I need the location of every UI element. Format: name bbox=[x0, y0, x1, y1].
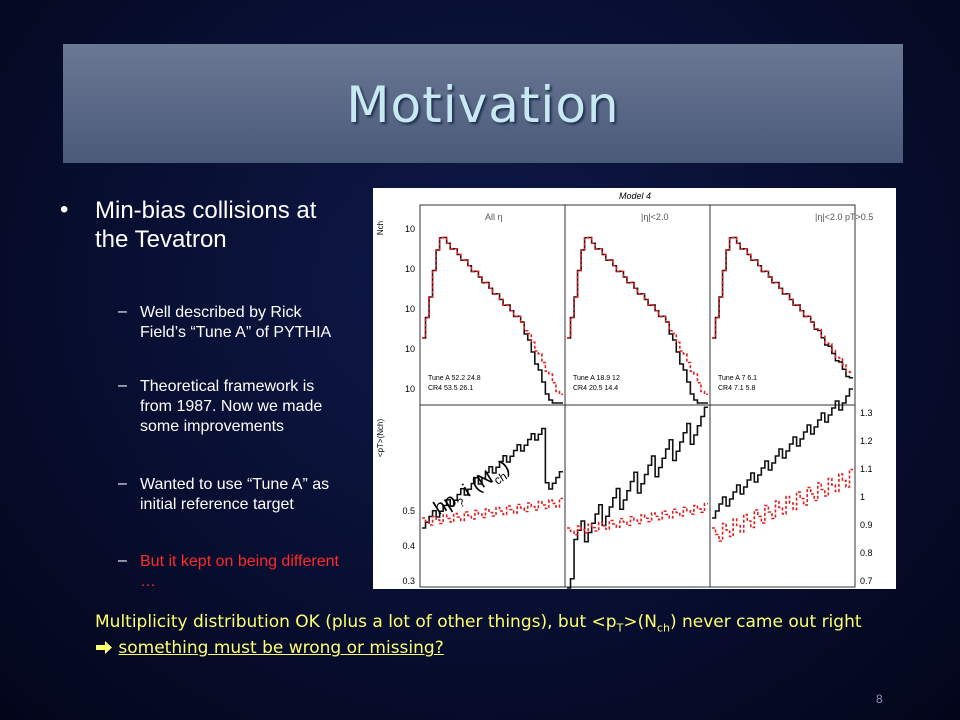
footer-sub: ch bbox=[656, 621, 670, 635]
panel-label: |η|<2.0 pT>0.5 bbox=[815, 212, 873, 222]
legend-row: CR4 7.1 5.8 bbox=[718, 385, 755, 392]
legend-row: CR4 53.5 26.1 bbox=[428, 385, 473, 392]
tick-label: 1.1 bbox=[860, 464, 873, 474]
overlay-part: ch bbox=[491, 469, 509, 488]
tick-label: 1.2 bbox=[860, 436, 873, 446]
tick-label: 0.4 bbox=[402, 541, 415, 551]
footer-text: Multiplicity distribution OK (plus a lot… bbox=[95, 612, 617, 632]
sub-dash: – bbox=[118, 552, 127, 569]
slide-title: Motivation bbox=[346, 76, 620, 134]
legend-row: Tune A 52.2 24.8 bbox=[428, 375, 481, 382]
tick-label: 0.9 bbox=[860, 520, 873, 530]
frames bbox=[419, 204, 856, 588]
tick-label: 0.3 bbox=[402, 576, 415, 586]
sub-dash: – bbox=[118, 377, 127, 394]
tick-label: 10 bbox=[405, 224, 415, 234]
legend-row: CR4 20.5 14.4 bbox=[573, 385, 618, 392]
legend-row: Tune A 18.9 12 bbox=[573, 375, 620, 382]
bullet-main: Min-bias collisions at the Tevatron bbox=[95, 197, 317, 253]
tick-label: 0.8 bbox=[860, 548, 873, 558]
sub-bullet: Well described by Rick Field’s “Tune A” … bbox=[140, 304, 332, 341]
footer-emphasis: something must be wrong or missing? bbox=[118, 638, 444, 659]
histograms bbox=[422, 236, 853, 589]
tick-label: 10 bbox=[405, 344, 415, 354]
footer-text: >(N bbox=[623, 612, 657, 632]
tick-label: 10 bbox=[405, 264, 415, 274]
figure: Model 4 Nch <pT>(Nch) |η|<2.0 pT>0.5 All… bbox=[373, 188, 896, 589]
tick-label: 10 bbox=[405, 304, 415, 314]
footer-sub: T bbox=[616, 621, 624, 635]
y-label-bottom: <pT>(Nch) bbox=[376, 419, 385, 458]
sub-dash: – bbox=[118, 475, 127, 492]
panel-label: |η|<2.0 bbox=[641, 212, 668, 222]
page-number: 8 bbox=[876, 692, 883, 706]
tick-label: 0.7 bbox=[860, 576, 873, 586]
tick-label: 10 bbox=[405, 384, 415, 394]
title-box: Motivation bbox=[63, 44, 903, 163]
panel-label: All η bbox=[485, 212, 503, 222]
arrow-icon bbox=[96, 641, 112, 655]
sub-bullet: Wanted to use “Tune A” as initial refere… bbox=[140, 476, 330, 513]
footer-text: ) never came out right bbox=[669, 612, 862, 632]
footer-note: Multiplicity distribution OK (plus a lot… bbox=[95, 612, 875, 659]
legend-row: Tune A 7 6.1 bbox=[718, 375, 757, 382]
bullet-dot: • bbox=[60, 196, 69, 223]
tick-label: 1.3 bbox=[860, 408, 873, 418]
sub-bullet: But it kept on being different … bbox=[140, 553, 339, 590]
sub-bullet: Theoretical framework is from 1987. Now … bbox=[140, 378, 323, 435]
sub-dash: – bbox=[118, 303, 127, 320]
figure-title: Model 4 bbox=[619, 191, 651, 201]
tick-label: 0.5 bbox=[402, 506, 415, 516]
tick-label: 1 bbox=[860, 492, 865, 502]
y-label-top: Nch bbox=[376, 221, 385, 235]
